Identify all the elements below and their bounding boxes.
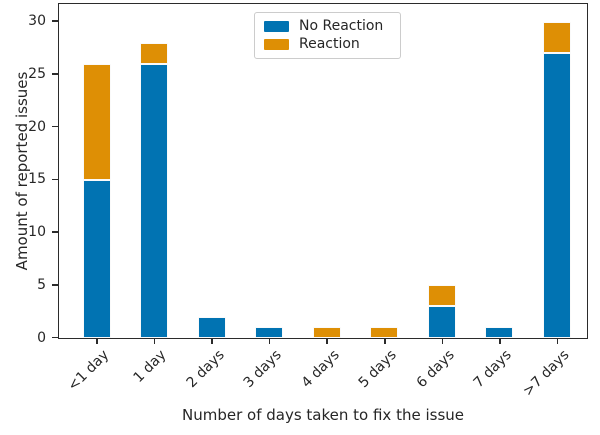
x-tick-label: 6 days xyxy=(413,347,458,392)
x-tick-mark xyxy=(384,338,386,344)
y-tick-label: 0 xyxy=(37,329,46,346)
x-tick-label: >7 days xyxy=(520,347,573,400)
bar-segment-no-reaction xyxy=(197,316,226,338)
reaction-swatch xyxy=(264,38,289,50)
y-tick-label: 20 xyxy=(28,118,46,135)
y-tick-label: 10 xyxy=(28,224,46,240)
y-tick-mark xyxy=(52,284,58,286)
y-tick-label: 30 xyxy=(28,13,46,29)
x-tick-mark xyxy=(499,338,501,344)
bar-segment-no-reaction xyxy=(82,179,111,338)
y-tick-mark xyxy=(52,336,58,339)
y-tick-label: 15 xyxy=(28,171,46,188)
bar-segment-no-reaction xyxy=(485,327,514,338)
legend-label-reaction: Reaction xyxy=(299,35,360,52)
x-axis-title: Number of days taken to fix the issue xyxy=(182,406,464,424)
legend-item-no-reaction: No Reaction xyxy=(264,18,391,35)
x-tick-label: 5 days xyxy=(355,347,401,392)
x-tick-mark xyxy=(556,338,559,344)
legend-label-no-reaction: No Reaction xyxy=(299,18,384,35)
bar-segment-no-reaction xyxy=(255,327,284,338)
bar-segment-reaction xyxy=(82,63,111,180)
x-tick-label: 1 day xyxy=(130,347,170,386)
y-tick-label: 5 xyxy=(37,276,46,293)
y-tick-mark xyxy=(52,125,58,128)
y-tick-label: 25 xyxy=(28,65,46,82)
x-tick-label: 2 days xyxy=(183,347,228,392)
y-tick-mark xyxy=(52,73,58,75)
x-tick-label: 4 days xyxy=(298,347,343,392)
bar-segment-no-reaction xyxy=(427,306,456,338)
x-tick-label: 7 days xyxy=(471,347,516,392)
x-tick-mark xyxy=(441,338,444,344)
x-tick-label: 3 days xyxy=(240,347,285,392)
legend: No Reaction Reaction xyxy=(254,12,401,59)
bar-segment-reaction xyxy=(427,285,456,307)
bar-segment-reaction xyxy=(312,327,341,338)
bar-segment-reaction xyxy=(370,327,399,338)
x-tick-label: <1 day xyxy=(65,347,113,395)
x-tick-mark xyxy=(211,338,213,344)
bar-segment-no-reaction xyxy=(140,63,169,338)
x-tick-mark xyxy=(326,338,328,344)
y-tick-mark xyxy=(52,178,58,180)
x-tick-mark xyxy=(96,338,98,344)
bar-segment-reaction xyxy=(542,21,571,54)
x-tick-mark xyxy=(268,338,271,344)
bar-segment-no-reaction xyxy=(542,53,571,338)
bar-segment-reaction xyxy=(140,42,169,64)
plot-area xyxy=(58,3,588,339)
x-tick-mark xyxy=(153,338,156,344)
no-reaction-swatch xyxy=(264,21,289,33)
legend-item-reaction: Reaction xyxy=(264,36,391,53)
y-tick-mark xyxy=(52,20,58,22)
y-tick-mark xyxy=(52,231,58,233)
